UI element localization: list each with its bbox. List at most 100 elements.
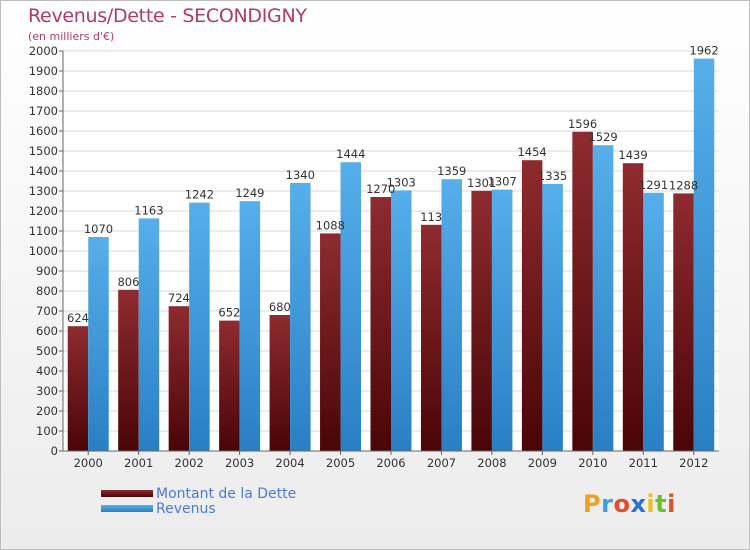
logo-letter-5: t — [655, 490, 668, 518]
bar-revenue — [88, 237, 109, 451]
data-label-revenue: 1303 — [387, 175, 416, 189]
data-label-debt: 680 — [269, 300, 291, 314]
y-tick-label: 1300 — [29, 184, 58, 198]
bar-debt — [67, 326, 89, 451]
y-tick-label: 200 — [36, 404, 58, 418]
x-tick-label: 2000 — [74, 456, 103, 470]
bar-debt — [118, 289, 139, 451]
data-label-revenue: 1962 — [689, 44, 718, 58]
x-tick-label: 2006 — [376, 456, 405, 470]
bar-revenue — [239, 201, 261, 451]
x-tick-label: 2009 — [528, 456, 557, 470]
x-tick-label: 2010 — [578, 456, 607, 470]
x-tick-label: 2001 — [124, 456, 153, 470]
data-label-debt: 1270 — [366, 182, 395, 196]
x-tick-label: 2005 — [326, 456, 355, 470]
data-label-debt: 806 — [117, 275, 139, 289]
bar-debt — [370, 197, 391, 451]
bar-revenue — [542, 184, 563, 451]
chart-subtitle: (en milliers d'€) — [28, 30, 115, 43]
data-label-revenue: 1340 — [286, 168, 315, 182]
data-label-revenue: 1291 — [639, 178, 668, 192]
y-tick-label: 1700 — [29, 104, 58, 118]
y-tick-label: 600 — [36, 324, 58, 338]
x-tick-label: 2003 — [225, 456, 254, 470]
y-tick-label: 800 — [36, 284, 58, 298]
x-tick-label: 2008 — [477, 456, 506, 470]
logo-letter-6: i — [667, 490, 676, 518]
y-tick-label: 1900 — [29, 64, 58, 78]
data-label-debt: 1301 — [467, 176, 496, 190]
logo-letter-1: r — [601, 490, 614, 518]
bar-debt — [219, 320, 240, 451]
y-tick-label: 700 — [36, 304, 58, 318]
logo-letter-2: o — [613, 490, 631, 518]
data-label-revenue: 1242 — [185, 188, 214, 202]
chart-title: Revenus/Dette - SECONDIGNY — [28, 5, 307, 27]
data-label-revenue: 1529 — [588, 130, 617, 144]
data-label-debt: 624 — [67, 311, 89, 325]
y-tick-label: 500 — [36, 344, 58, 358]
data-label-revenue: 1359 — [437, 164, 466, 178]
bar-debt — [572, 131, 593, 452]
y-tick-label: 1000 — [29, 244, 58, 258]
bar-debt — [622, 163, 644, 451]
y-tick-label: 1600 — [29, 124, 58, 138]
y-tick-label: 0 — [51, 444, 58, 458]
data-label-revenue: 1335 — [538, 169, 567, 183]
logo-letter-0: P — [583, 490, 602, 518]
data-label-revenue: 1444 — [336, 147, 365, 161]
data-label-revenue: 1249 — [235, 186, 264, 200]
bar-revenue — [340, 162, 362, 451]
bar-debt — [320, 233, 341, 451]
y-tick-label: 300 — [36, 384, 58, 398]
legend-swatch-revenue — [101, 505, 153, 512]
bar-revenue — [491, 189, 513, 451]
bar-revenue — [592, 145, 614, 451]
logo-letter-3: x — [630, 490, 647, 518]
bar-debt — [420, 224, 442, 451]
y-tick-label: 1500 — [29, 144, 58, 158]
bar-revenue — [643, 192, 664, 452]
data-label-revenue: 1163 — [134, 203, 163, 217]
legend-label-debt: Montant de la Dette — [156, 486, 297, 502]
bar-revenue — [189, 202, 210, 451]
data-label-debt: 652 — [218, 306, 240, 320]
x-tick-label: 2012 — [679, 456, 708, 470]
bar-debt — [168, 306, 190, 451]
y-tick-label: 2000 — [29, 44, 58, 58]
bar-revenue — [290, 183, 311, 451]
x-tick-label: 2002 — [175, 456, 204, 470]
data-label-revenue: 1070 — [84, 222, 113, 236]
bar-revenue — [138, 218, 160, 451]
data-label-debt: 113 — [420, 210, 442, 224]
y-tick-label: 1100 — [29, 224, 58, 238]
y-tick-label: 900 — [36, 264, 58, 278]
y-tick-label: 1400 — [29, 164, 58, 178]
data-label-debt: 1439 — [618, 148, 647, 162]
data-label-debt: 1088 — [316, 218, 345, 232]
bar-revenue — [441, 179, 462, 451]
bar-debt — [521, 160, 543, 451]
data-label-debt: 1454 — [517, 145, 546, 159]
y-tick-label: 100 — [36, 424, 58, 438]
data-label-debt: 1596 — [568, 117, 597, 131]
legend-swatch-debt — [101, 490, 153, 497]
data-label-debt: 724 — [168, 291, 190, 305]
x-tick-label: 2004 — [275, 456, 304, 470]
bar-debt — [471, 190, 492, 452]
y-tick-label: 1800 — [29, 84, 58, 98]
bar-debt — [673, 193, 694, 451]
bar-debt — [269, 315, 291, 451]
x-tick-label: 2007 — [427, 456, 456, 470]
bar-revenue — [391, 190, 412, 451]
bar-revenue — [693, 58, 715, 451]
data-label-revenue: 1307 — [488, 175, 517, 189]
proxiti-logo: Proxiti — [583, 490, 676, 518]
y-tick-label: 400 — [36, 364, 58, 378]
x-tick-label: 2011 — [629, 456, 658, 470]
data-label-debt: 1288 — [669, 178, 698, 192]
legend-label-revenue: Revenus — [156, 501, 216, 517]
